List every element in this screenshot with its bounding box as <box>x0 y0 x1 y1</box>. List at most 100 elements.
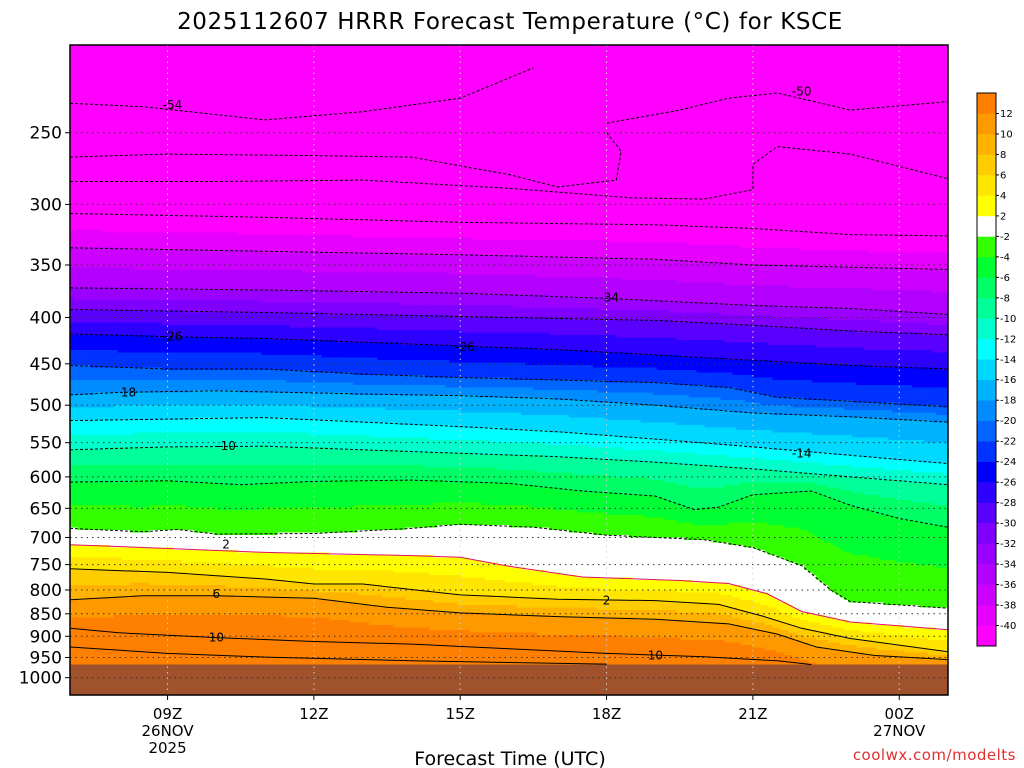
colorbar-swatch-11 <box>977 400 996 422</box>
isotherm-2 <box>70 544 948 631</box>
contour-label-2: 34 <box>604 290 619 304</box>
isotherm--38 <box>70 247 948 270</box>
grid-lines <box>70 45 948 695</box>
colorbar-label-11: -18 <box>1000 396 1016 407</box>
y-tick-label-650: 650 <box>30 499 62 519</box>
y-tick-label-550: 550 <box>30 434 62 454</box>
colorbar-label-7: -26 <box>1000 478 1016 489</box>
colorbar-label-5: -30 <box>1000 519 1016 530</box>
colorbar-label-18: -4 <box>1000 252 1010 263</box>
y-tick-label-400: 400 <box>30 308 62 328</box>
y-tick-label-600: 600 <box>30 468 62 488</box>
colorbar-swatch-26 <box>977 93 996 114</box>
colorbar-label-13: -14 <box>1000 355 1016 366</box>
isotherm--54 <box>70 67 534 121</box>
contour-label-9: 6 <box>213 587 221 601</box>
y-tick-label-350: 350 <box>30 256 62 276</box>
x-tick-label: 27NOV <box>873 722 926 740</box>
colorbar-label-17: -6 <box>1000 273 1010 284</box>
isotherm-10 <box>70 595 948 661</box>
x-tick-label: 09Z <box>153 705 182 723</box>
isotherm-14 <box>70 627 812 665</box>
isotherm--2 <box>70 523 948 609</box>
contour-labels: -54 -50 34 -26 -26 18 -10 -14 2 6 2 10 10 <box>121 84 812 662</box>
contour-label-7: -14 <box>792 446 812 460</box>
y-tick-label-300: 300 <box>30 195 62 215</box>
y-tick-label-900: 900 <box>30 627 62 647</box>
x-tick-label: 26NOV <box>141 722 194 740</box>
colorbar-swatch-8 <box>977 461 996 483</box>
colorbar-swatch-16 <box>977 297 996 319</box>
colorbar-swatch-9 <box>977 441 996 462</box>
contour-label-5: 18 <box>121 385 136 399</box>
y-tick-label-500: 500 <box>30 396 62 416</box>
colorbar-swatch-13 <box>977 359 996 381</box>
isotherm--50 <box>606 92 948 124</box>
y-axis: 2503003504004505005506006507007508008509… <box>19 124 70 689</box>
y-tick-label-750: 750 <box>30 556 62 576</box>
colorbar-label-15: -10 <box>1000 314 1016 325</box>
colorbar-swatch-23 <box>977 154 996 176</box>
contour-label-10: 2 <box>603 594 611 608</box>
contour-label-12: 10 <box>648 648 663 662</box>
contour-label-6: -10 <box>216 439 236 453</box>
colorbar-swatch-12 <box>977 379 996 401</box>
colorbar-label-10: -20 <box>1000 416 1016 427</box>
colorbar-label-1: -38 <box>1000 601 1016 612</box>
colorbar-swatch-15 <box>977 318 996 340</box>
contour-label-1: -50 <box>792 84 812 98</box>
colorbar-swatch-0 <box>977 625 996 647</box>
colorbar-swatch-17 <box>977 277 996 299</box>
colorbar-label-8: -24 <box>1000 457 1016 468</box>
colorbar-swatch-18 <box>977 256 996 278</box>
isotherm--22 <box>70 365 948 408</box>
temperature-fill <box>70 45 948 695</box>
isotherm--14 <box>70 417 948 465</box>
colorbar: -40-38-36-34-32-30-28-26-24-22-20-18-16-… <box>976 92 1016 647</box>
y-tick-label-800: 800 <box>30 581 62 601</box>
isotherm-6 <box>70 568 948 653</box>
colorbar-frame <box>976 92 997 647</box>
colorbar-label-24: 10 <box>1000 129 1013 140</box>
isotherm--26 <box>70 333 948 370</box>
colorbar-label-3: -34 <box>1000 560 1016 571</box>
colorbar-label-16: -8 <box>1000 293 1010 304</box>
isotherm--34 <box>70 287 948 315</box>
plot-frame <box>69 44 949 696</box>
colorbar-label-12: -16 <box>1000 375 1016 386</box>
contour-label-4: -26 <box>455 340 475 354</box>
chart-title: 2025112607 HRRR Forecast Temperature (°C… <box>177 9 843 35</box>
colorbar-swatch-14 <box>977 338 996 360</box>
colorbar-label-14: -12 <box>1000 334 1016 345</box>
x-axis-label: Forecast Time (UTC) <box>414 748 605 768</box>
y-tick-label-850: 850 <box>30 605 62 625</box>
colorbar-swatch-2 <box>977 584 996 606</box>
colorbar-label-20: 2 <box>1000 211 1006 222</box>
y-tick-label-1000: 1000 <box>19 669 62 689</box>
isotherm--42 <box>70 213 948 237</box>
colorbar-label-21: 4 <box>1000 191 1006 202</box>
isotherm-lines <box>70 67 948 665</box>
x-tick-label: 21Z <box>738 705 767 723</box>
isotherm--6 <box>70 479 948 528</box>
colorbar-swatch-21 <box>977 195 996 217</box>
y-tick-label-700: 700 <box>30 528 62 548</box>
x-tick-label: 12Z <box>299 705 328 723</box>
colorbar-swatch-10 <box>977 420 996 442</box>
contour-label-3: -26 <box>163 330 183 344</box>
credit-text: coolwx.com/modelts <box>853 746 1016 764</box>
contour-label-0: -54 <box>163 98 183 112</box>
colorbar-label-0: -40 <box>1000 621 1016 632</box>
colorbar-swatch-24 <box>977 133 996 155</box>
x-tick-label: 2025 <box>148 739 186 757</box>
colorbar-label-9: -22 <box>1000 437 1016 448</box>
colorbar-label-2: -36 <box>1000 580 1016 591</box>
x-tick-label: 18Z <box>592 705 621 723</box>
colorbar-label-23: 8 <box>1000 150 1006 161</box>
isotherm--10 <box>70 445 948 486</box>
contour-label-8: 2 <box>222 538 230 552</box>
ground-below-surface <box>70 664 948 695</box>
colorbar-swatch-3 <box>977 564 996 585</box>
